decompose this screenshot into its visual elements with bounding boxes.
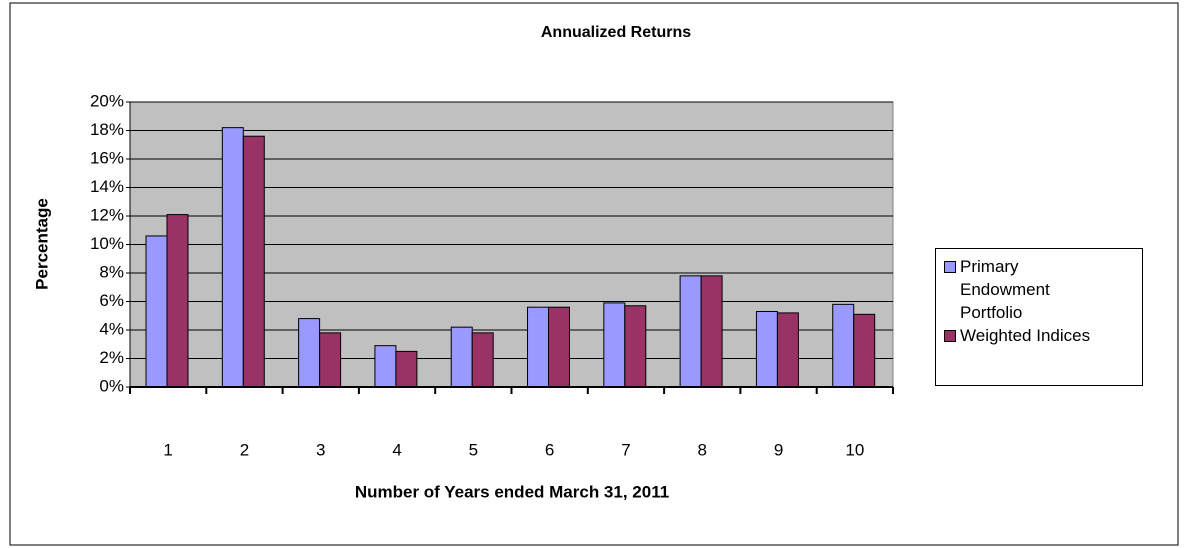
bar xyxy=(755,310,778,388)
y-axis-label: Percentage xyxy=(32,198,51,290)
y-tick-label: 12% xyxy=(90,205,124,224)
bar xyxy=(853,313,876,388)
x-axis-label: Number of Years ended March 31, 2011 xyxy=(355,482,669,501)
y-tick-label: 2% xyxy=(99,348,124,367)
x-tick-label: 5 xyxy=(469,440,478,459)
x-tick-label: 3 xyxy=(316,440,325,459)
bar xyxy=(166,214,189,388)
bar xyxy=(298,318,321,388)
y-tick-label: 20% xyxy=(90,91,124,110)
bar xyxy=(145,235,168,388)
y-tick-label: 8% xyxy=(99,262,124,281)
bar xyxy=(395,350,418,388)
legend-item: Weighted Indices xyxy=(944,324,1136,347)
bar xyxy=(679,275,702,388)
bar xyxy=(832,303,855,388)
bar xyxy=(776,312,799,388)
x-tick-label: 4 xyxy=(392,440,401,459)
bar xyxy=(700,275,723,388)
bar xyxy=(450,326,473,388)
y-tick-label: 6% xyxy=(99,291,124,310)
legend-label: Weighted Indices xyxy=(960,326,1091,345)
y-tick-label: 18% xyxy=(90,120,124,139)
bar xyxy=(374,345,397,388)
legend-label: Primary Endowment Portfolio xyxy=(960,257,1050,322)
x-tick-label: 7 xyxy=(621,440,630,459)
x-tick-label: 9 xyxy=(774,440,783,459)
x-tick-label: 2 xyxy=(240,440,249,459)
legend-swatch xyxy=(944,330,956,342)
y-tick-label: 16% xyxy=(90,148,124,167)
legend: Primary Endowment Portfolio Weighted Indi… xyxy=(935,248,1143,386)
bar xyxy=(527,306,550,388)
x-tick-label: 10 xyxy=(845,440,864,459)
y-tick-label: 10% xyxy=(90,234,124,253)
y-tick-label: 14% xyxy=(90,177,124,196)
bar xyxy=(603,302,626,388)
y-tick-label: 0% xyxy=(99,376,124,395)
x-tick-label: 1 xyxy=(163,440,172,459)
y-tick-label: 4% xyxy=(99,319,124,338)
bar xyxy=(624,305,647,388)
bar xyxy=(319,332,342,388)
chart-title: Annualized Returns xyxy=(541,24,691,41)
bar xyxy=(221,127,244,388)
bar xyxy=(242,135,265,388)
x-tick-label: 8 xyxy=(698,440,707,459)
bar xyxy=(471,332,494,388)
legend-item: Primary Endowment Portfolio xyxy=(944,255,1136,324)
legend-swatch xyxy=(944,261,956,273)
x-tick-label: 6 xyxy=(545,440,554,459)
bar xyxy=(548,306,570,388)
